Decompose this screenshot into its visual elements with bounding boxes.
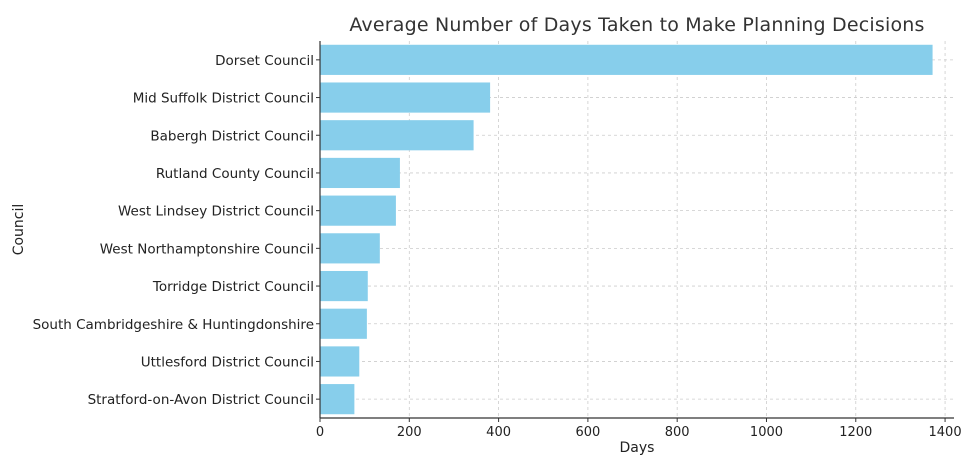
category-label: Mid Suffolk District Council bbox=[133, 91, 314, 107]
x-tick-label: 1000 bbox=[750, 425, 783, 440]
bar bbox=[320, 195, 396, 226]
bar bbox=[320, 157, 400, 189]
category-label: Rutland County Council bbox=[156, 166, 314, 182]
bar bbox=[320, 308, 367, 339]
category-label: South Cambridgeshire & Huntingdonshire bbox=[33, 317, 314, 333]
bar bbox=[320, 233, 380, 264]
bar bbox=[320, 82, 491, 113]
category-label: Stratford-on-Avon District Council bbox=[88, 392, 314, 408]
bar bbox=[320, 346, 360, 377]
category-label: Uttlesford District Council bbox=[141, 354, 314, 370]
bar bbox=[320, 384, 355, 415]
category-label: West Northamptonshire Council bbox=[100, 241, 314, 257]
category-label: West Lindsey District Council bbox=[118, 204, 314, 220]
labels: 0 200 400 600 800 1000 1200 1400 Dorset Council M… bbox=[33, 53, 962, 440]
x-tick-label: 800 bbox=[665, 425, 690, 440]
chart-title: Average Number of Days Taken to Make Pla… bbox=[349, 14, 925, 36]
x-tick-label: 0 bbox=[316, 425, 324, 440]
x-tick-label: 400 bbox=[486, 425, 511, 440]
bar bbox=[320, 120, 474, 151]
category-label: Torridge District Council bbox=[152, 279, 314, 295]
bar bbox=[320, 44, 933, 75]
category-label: Babergh District Council bbox=[150, 128, 314, 144]
bars bbox=[320, 44, 933, 415]
x-tick-label: 600 bbox=[575, 425, 600, 440]
x-tick-label: 200 bbox=[397, 425, 422, 440]
bar bbox=[320, 270, 368, 302]
x-tick-label: 1400 bbox=[929, 425, 962, 440]
axes bbox=[316, 41, 954, 422]
category-label: Dorset Council bbox=[215, 53, 314, 69]
y-axis-label: Council bbox=[11, 204, 27, 256]
x-tick-label: 1200 bbox=[839, 425, 872, 440]
x-axis-label: Days bbox=[620, 440, 655, 456]
